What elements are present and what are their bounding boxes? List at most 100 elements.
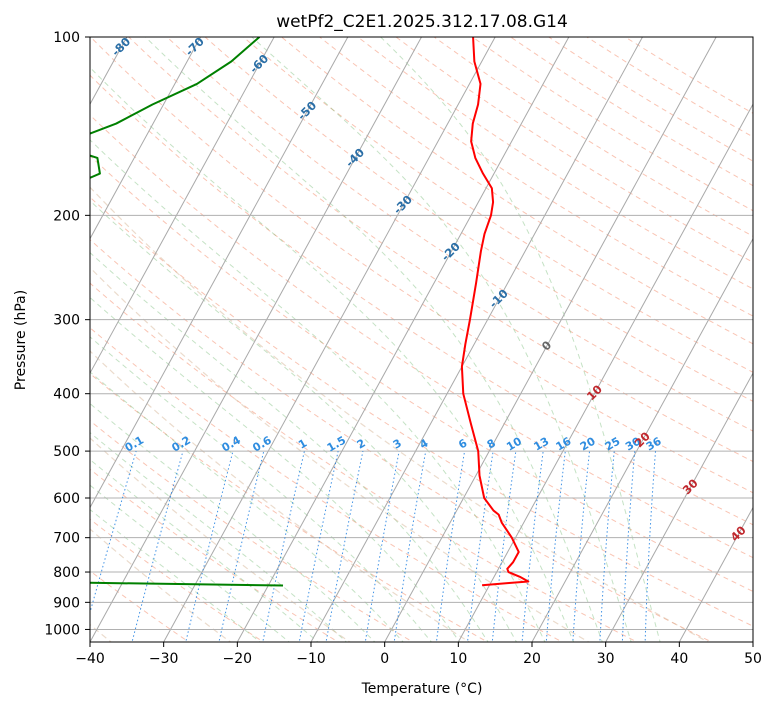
mixing-ratio-line — [644, 451, 656, 642]
moist-adiabat-line — [90, 336, 433, 642]
temperature-trace — [460, 37, 530, 587]
dry-adiabat-line — [90, 114, 753, 559]
dry-adiabat-line — [90, 468, 340, 642]
y-tick-label: 200 — [53, 208, 80, 224]
mixing-ratio-line — [325, 450, 364, 642]
y-tick-label: 500 — [53, 444, 80, 460]
chart-title: wetPf2_C2E1.2025.312.17.08.G14 — [276, 12, 568, 32]
mixing-ratio-line — [298, 450, 339, 642]
plot-frame — [89, 36, 754, 643]
moist-adiabat-line — [90, 66, 575, 642]
dry-adiabat-line — [90, 155, 753, 592]
dry-adiabat-line — [90, 196, 753, 627]
x-tick-label: −10 — [296, 651, 326, 667]
x-axis-label: Temperature (°C) — [361, 681, 483, 697]
dry-adiabat-line — [90, 74, 753, 526]
isotherm-label: 30 — [680, 476, 701, 497]
isotherm-label: -50 — [295, 98, 320, 123]
dry-adiabat-line — [433, 37, 753, 237]
mixing-ratio-label: 3 — [391, 437, 404, 452]
isotherm-label: 40 — [728, 523, 749, 544]
isotherm-line — [384, 37, 717, 642]
y-tick-label: 600 — [53, 491, 80, 507]
reference-curve-line — [90, 266, 590, 642]
dry-adiabat-line — [128, 37, 753, 463]
isotherm-line — [310, 37, 643, 642]
isotherm-label: -30 — [390, 192, 415, 217]
mixing-ratio-label: 6 — [456, 436, 469, 451]
dry-adiabat-line — [319, 37, 753, 317]
x-tick-label: 50 — [744, 651, 762, 667]
dry-adiabat-line — [548, 37, 753, 162]
isotherm-label: 0 — [539, 338, 555, 354]
dry-adiabat-line — [395, 37, 753, 263]
x-tick-label: −40 — [75, 651, 105, 667]
y-tick-label: 700 — [53, 531, 80, 547]
mixing-ratio-line — [90, 450, 137, 615]
mixing-ratio-line — [185, 450, 234, 642]
moist-adiabat-line — [380, 37, 661, 642]
reference-curve-line — [90, 528, 232, 642]
moist-adiabat-line — [90, 296, 461, 642]
isotherm-line — [236, 37, 570, 642]
x-tick-label: 0 — [380, 651, 389, 667]
isotherm-line — [163, 37, 496, 642]
mixing-ratio-line — [131, 450, 184, 642]
y-tick-label: 1000 — [44, 622, 80, 638]
isotherm-line — [90, 37, 422, 642]
isotherm-label: -40 — [343, 145, 368, 170]
isotherm-label: -60 — [247, 51, 272, 76]
isotherm-line — [678, 506, 753, 642]
dry-adiabat-line — [357, 37, 753, 290]
reference-curve-line — [90, 186, 710, 642]
dry-adiabat-line — [90, 327, 564, 642]
isotherm-line — [457, 103, 753, 642]
isotherm-label: -20 — [438, 239, 463, 264]
mixing-ratio-label: 4 — [417, 436, 430, 451]
mixing-ratio-line — [621, 451, 636, 642]
dewpoint-trace — [90, 37, 284, 587]
reference-curve-line — [90, 350, 471, 642]
moist-adiabat-line — [90, 251, 489, 642]
y-tick-label: 300 — [53, 313, 80, 329]
isotherm-line — [90, 37, 275, 375]
x-tick-label: 20 — [523, 651, 541, 667]
x-tick-label: 40 — [670, 651, 688, 667]
isotherm-line — [605, 372, 753, 642]
moist-adiabat-line — [90, 200, 518, 642]
mixing-ratio-line — [262, 450, 305, 642]
y-tick-label: 900 — [53, 595, 80, 611]
isotherm-line — [90, 37, 201, 240]
x-tick-label: 10 — [449, 651, 467, 667]
moist-adiabat-line — [90, 431, 348, 642]
x-tick-label: 30 — [597, 651, 615, 667]
y-tick-label: 800 — [53, 565, 80, 581]
mixing-ratio-line — [364, 451, 400, 642]
y-axis-label: Pressure (hPa) — [13, 290, 29, 390]
isotherm-label: 10 — [584, 382, 605, 403]
moist-adiabat-line — [90, 402, 376, 642]
x-tick-label: −20 — [223, 651, 253, 667]
mixing-ratio-line — [572, 451, 591, 642]
isotherm-line — [531, 237, 753, 642]
dry-adiabat-line — [90, 37, 753, 494]
dry-adiabat-line — [166, 37, 753, 432]
isotherm-line — [90, 37, 349, 509]
mixing-ratio-line — [521, 451, 544, 642]
mixing-ratio-line — [393, 451, 427, 642]
moist-adiabat-line — [251, 37, 632, 642]
dry-adiabat-line — [586, 37, 753, 138]
dry-adiabat-line — [281, 37, 753, 345]
isotherm-label: -10 — [486, 286, 511, 311]
y-tick-label: 400 — [53, 387, 80, 403]
y-tick-label: 100 — [53, 30, 80, 46]
isotherm-label: -70 — [182, 34, 207, 59]
dry-adiabat-line — [90, 372, 489, 642]
isotherm-line — [752, 640, 753, 642]
x-tick-label: −30 — [149, 651, 179, 667]
mixing-ratio-label: 2 — [355, 437, 368, 452]
dry-adiabat-line — [204, 37, 753, 402]
mixing-ratio-line — [218, 450, 265, 642]
